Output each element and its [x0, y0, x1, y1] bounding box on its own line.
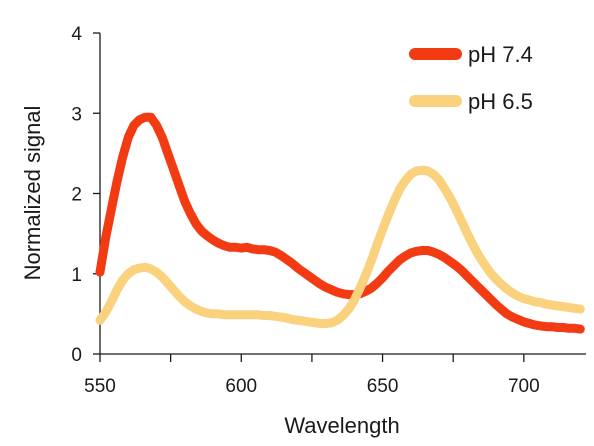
- x-tick-label-550: 550: [84, 376, 116, 397]
- x-tick-label-600: 600: [225, 376, 257, 397]
- axes: 0 1 2 3 4 550 600 650 700: [71, 24, 586, 397]
- series-line-ph-7-4: [95, 112, 585, 334]
- y-tick-label-3: 3: [71, 104, 82, 125]
- x-axis-title: Wavelength: [284, 413, 399, 438]
- series-line-ph-6-5: [95, 165, 585, 328]
- legend-label-ph-7-4: pH 7.4: [468, 42, 533, 67]
- x-tick-label-700: 700: [508, 376, 540, 397]
- x-tick-label-650: 650: [367, 376, 399, 397]
- y-tick-label-0: 0: [71, 345, 82, 366]
- y-tick-label-4: 4: [71, 24, 82, 45]
- y-axis-title: Normalized signal: [20, 106, 45, 281]
- legend-label-ph-6-5: pH 6.5: [468, 89, 533, 114]
- series-layer: [95, 112, 585, 334]
- y-tick-label-1: 1: [71, 265, 82, 286]
- legend: pH 7.4 pH 6.5: [409, 42, 533, 114]
- y-tick-label-2: 2: [71, 185, 82, 206]
